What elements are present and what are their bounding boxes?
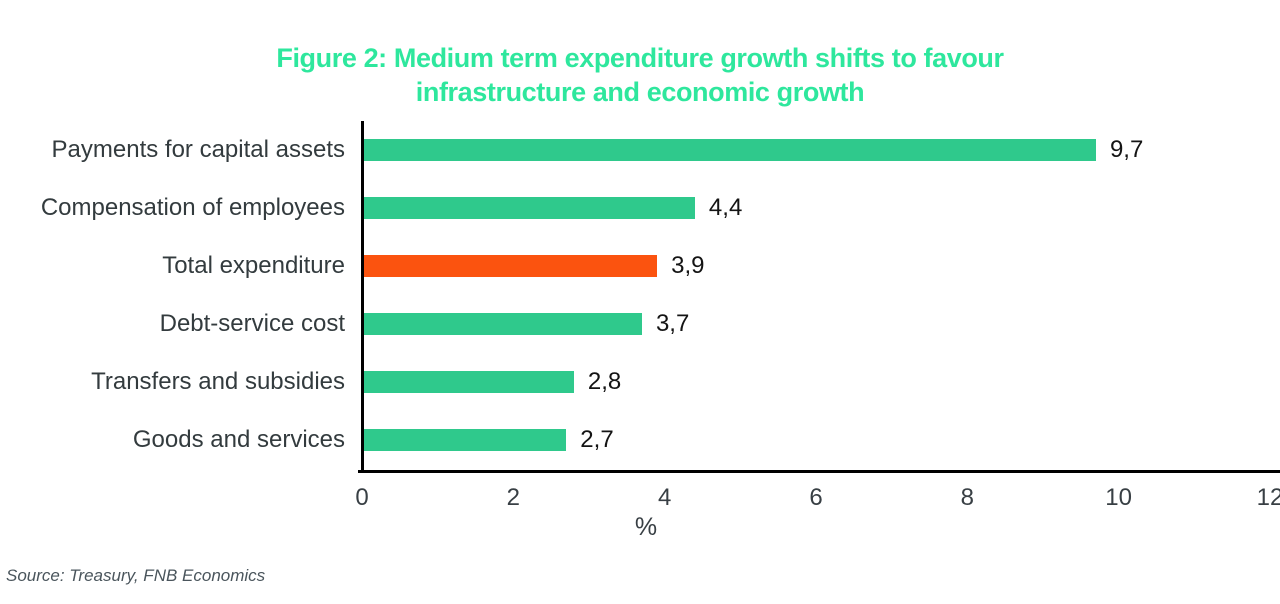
chart-title-line2: infrastructure and economic growth [415,77,865,107]
value-label: 2,7 [580,426,614,453]
bar-row: Transfers and subsidies 2,8 [0,353,1280,411]
bar-area: 2,8 [362,353,1280,411]
chart-title-line1: Figure 2: Medium term expenditure growth… [276,43,1004,73]
category-label: Total expenditure [162,252,345,279]
bar-rows: Payments for capital assets 9,7 Compensati… [0,121,1280,469]
bar-row: Compensation of employees 4,4 [0,179,1280,237]
x-tick-label: 2 [506,484,521,511]
bar [362,429,567,451]
category-label: Payments for capital assets [51,136,345,163]
bar-area: 3,7 [362,295,1280,353]
category-label: Debt-service cost [159,310,345,337]
x-tick-label: 8 [960,484,975,511]
bar-area: 2,7 [362,411,1280,469]
bar-row: Total expenditure 3,9 [0,237,1280,295]
value-label: 9,7 [1109,136,1144,163]
x-tick-label: 6 [809,484,823,511]
category-label: Transfers and subsidies [91,368,345,395]
value-label: 4,4 [708,194,743,221]
x-axis-label: % [634,513,658,541]
value-label: 3,9 [671,252,705,279]
value-label: 3,7 [655,310,690,337]
bar-area: 4,4 [362,179,1280,237]
bar [362,313,642,335]
chart-title: Figure 2: Medium term expenditure growth… [0,41,1280,109]
bar-area: 3,9 [362,237,1280,295]
x-axis-ticks: 0 2 4 6 8 10 12 [0,484,1280,514]
bar [362,197,695,219]
bar-row: Payments for capital assets 9,7 [0,121,1280,179]
x-tick-label: 4 [657,484,672,511]
bar [362,139,1096,161]
bar [362,371,574,393]
bar-area: 9,7 [362,121,1280,179]
bar [362,255,658,277]
x-tick-label: 12 [1256,484,1280,511]
x-axis-line [358,470,1280,473]
category-label: Goods and services [132,426,345,453]
x-tick-label: 10 [1105,484,1133,511]
x-tick-label: 0 [355,484,369,511]
bar-row: Goods and services 2,7 [0,411,1280,469]
source-note: Source: Treasury, FNB Economics [6,566,266,585]
category-label: Compensation of employees [40,194,345,221]
y-axis-line [361,121,364,473]
value-label: 2,8 [587,368,622,395]
bar-row: Debt-service cost 3,7 [0,295,1280,353]
